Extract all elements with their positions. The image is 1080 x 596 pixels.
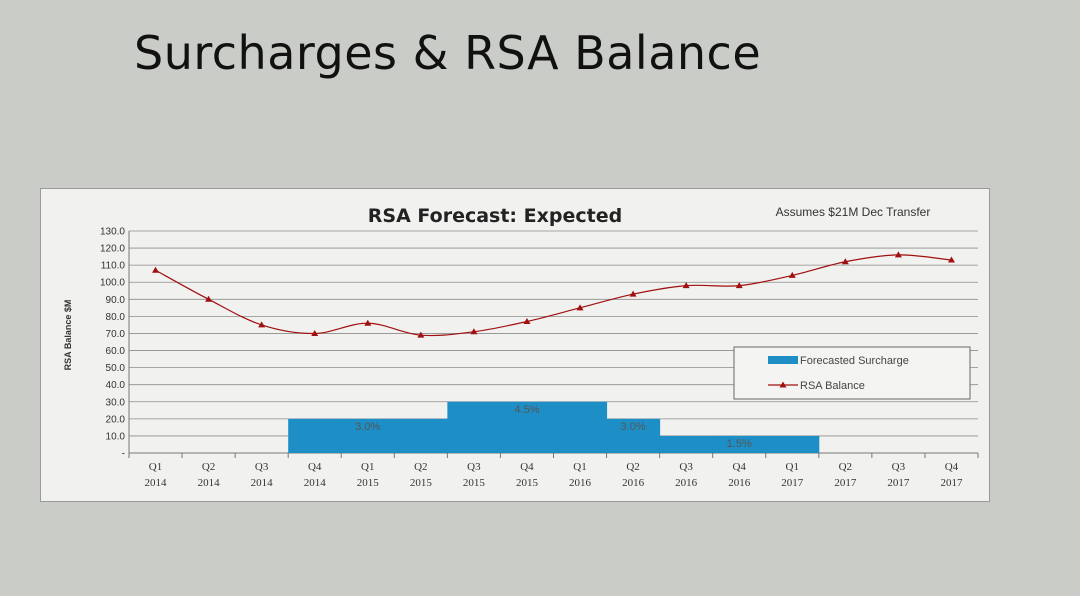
legend-line-marker [779,381,787,388]
x-tick-quarter: Q4 [520,461,534,473]
x-tick-quarter: Q4 [945,461,959,473]
x-tick-quarter: Q1 [361,461,374,473]
legend-box [733,346,971,400]
x-tick-year: 2014 [145,477,168,489]
rsa-balance-point [205,295,213,302]
rsa-balance-point [629,290,637,297]
rsa-balance-point [735,282,743,289]
rsa-balance-point [523,318,531,325]
rsa-balance-curve [155,254,952,337]
surcharge-label: 3.0% [621,421,646,433]
x-tick-year: 2015 [516,477,539,489]
surcharge-bar [712,435,767,453]
x-tick-year: 2014 [198,477,221,489]
surcharge-bar [500,401,554,453]
rsa-balance-point [576,304,584,311]
x-tick-year: 2017 [887,477,910,489]
rsa-balance-point [470,328,478,335]
surcharge-bar [659,435,714,453]
y-tick-label: 90.0 [106,295,126,306]
x-tick-year: 2016 [728,477,751,489]
chart-title: RSA Forecast: Expected [368,205,622,227]
x-tick-year: 2014 [304,477,327,489]
rsa-balance-point [364,319,372,326]
x-tick-year: 2017 [781,477,804,489]
surcharge-labels: 3.0% 4.5% 3.0% 1.5% [355,404,752,450]
legend-line-label: RSA Balance [800,380,865,392]
x-tick-quarter: Q1 [573,461,586,473]
x-tick-year: 2017 [940,477,963,489]
legend-bar-swatch [768,356,798,364]
rsa-balance-point [894,251,902,258]
y-tick-label: 130.0 [100,227,125,238]
y-tick-label: 40.0 [106,380,126,391]
x-tick-quarter: Q3 [255,461,269,473]
x-tick-quarter: Q2 [626,461,639,473]
x-tick-quarter: Q2 [839,461,852,473]
x-tick-year: 2015 [410,477,433,489]
surcharge-label: 4.5% [514,404,539,416]
surcharge-bar [553,401,608,453]
x-tick-year: 2014 [251,477,274,489]
rsa-forecast-chart: RSA Forecast: Expected Assumes $21M Dec … [63,205,979,489]
x-tick-quarter: Q2 [414,461,427,473]
surcharge-bar [606,418,661,453]
rsa-balance-point [947,256,955,263]
x-tick-quarter: Q2 [202,461,215,473]
surcharge-bar [288,418,342,453]
surcharge-bar [765,435,820,453]
rsa-balance-line [152,251,955,338]
x-tick-year: 2015 [463,477,486,489]
x-tick-quarter: Q4 [308,461,322,473]
rsa-balance-point [258,321,266,328]
slide-title: Surcharges & RSA Balance [134,26,762,80]
y-tick-label: 120.0 [100,244,125,255]
y-tick-label: 70.0 [106,329,126,340]
surcharge-bar [394,418,448,453]
legend-bar-label: Forecasted Surcharge [800,355,909,367]
y-tick-label: 30.0 [106,397,126,408]
x-tick-year: 2016 [622,477,645,489]
y-tick-labels: 130.0 120.0 110.0 100.0 90.0 80.0 70.0 60.0 50.0… [100,227,125,460]
surcharge-bar [341,418,395,453]
x-tick-year: 2016 [675,477,698,489]
surcharge-label: 3.0% [355,421,380,433]
rsa-balance-point [841,258,849,265]
y-tick-label: 60.0 [106,346,126,357]
x-tick-quarter: Q3 [679,461,693,473]
rsa-balance-point [417,331,425,338]
surcharge-bar [447,401,501,453]
chart-annotation: Assumes $21M Dec Transfer [776,205,931,219]
y-tick-label: - [122,449,125,460]
x-tick-quarter: Q1 [149,461,162,473]
rsa-balance-point [682,282,690,289]
y-tick-label: 110.0 [101,261,126,272]
rsa-balance-point [152,266,160,273]
rsa-balance-point [788,271,796,278]
x-tick-quarter: Q3 [892,461,906,473]
y-tick-label: 20.0 [106,414,126,425]
x-tick-year: 2016 [569,477,592,489]
x-tick-year: 2017 [834,477,857,489]
rsa-balance-point [311,329,319,336]
x-tick-labels: Q1 2014 Q2 2014 Q3 2014 Q4 2014 Q1 2015 Q2 2015 Q3 20… [145,461,963,489]
surcharge-bars [288,401,820,453]
y-tick-label: 10.0 [106,431,126,442]
surcharge-label: 1.5% [727,438,752,450]
y-axis-label: RSA Balance $M [63,300,73,371]
x-tick-quarter: Q3 [467,461,481,473]
y-tick-label: 100.0 [100,278,125,289]
y-tick-label: 50.0 [106,363,126,374]
x-tick-quarter: Q1 [786,461,799,473]
legend: Forecasted Surcharge RSA Balance [733,346,971,400]
x-tick-year: 2015 [357,477,380,489]
x-tick-quarter: Q4 [732,461,746,473]
chart-panel: RSA Forecast: Expected Assumes $21M Dec … [40,188,990,502]
y-tick-label: 80.0 [106,312,126,323]
